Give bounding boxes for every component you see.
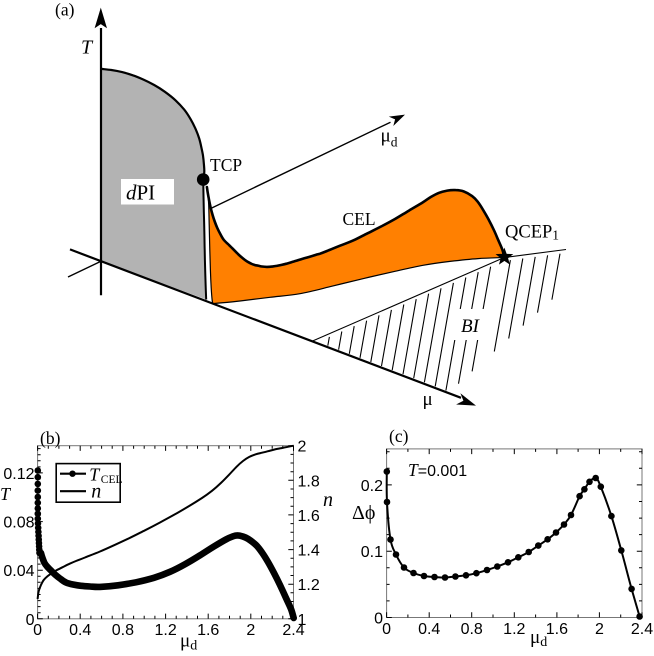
svg-text:QCEP1: QCEP1 [505, 223, 559, 243]
svg-text:1.6: 1.6 [197, 622, 219, 639]
svg-text:T=0.001: T=0.001 [408, 460, 467, 480]
svg-text:0: 0 [374, 611, 383, 628]
svg-text:TCP: TCP [210, 155, 242, 175]
svg-text:1.6: 1.6 [546, 621, 568, 638]
svg-text:0: 0 [26, 612, 35, 629]
svg-text:1.2: 1.2 [503, 621, 525, 638]
svg-text:1.6: 1.6 [298, 508, 320, 525]
svg-text:1.2: 1.2 [154, 622, 176, 639]
svg-text:CEL: CEL [101, 474, 123, 486]
svg-text:1.8: 1.8 [298, 473, 320, 490]
svg-text:2.4: 2.4 [282, 622, 304, 639]
svg-text:T: T [0, 484, 12, 504]
svg-text:2.4: 2.4 [631, 621, 653, 638]
svg-text:T: T [81, 37, 94, 59]
svg-text:0.8: 0.8 [461, 621, 483, 638]
svg-text:0.4: 0.4 [418, 621, 440, 638]
svg-text:0.4: 0.4 [69, 622, 91, 639]
svg-text:Δϕ: Δϕ [352, 502, 375, 524]
svg-text:T: T [89, 465, 101, 485]
svg-text:CEL: CEL [343, 209, 376, 229]
svg-text:2: 2 [246, 622, 255, 639]
svg-text:0.2: 0.2 [361, 478, 383, 495]
svg-text:0: 0 [33, 622, 42, 639]
svg-text:0.1: 0.1 [361, 544, 383, 561]
svg-text:0: 0 [382, 621, 391, 638]
svg-text:μ: μ [423, 389, 433, 410]
svg-text:n: n [323, 489, 333, 511]
svg-text:2: 2 [298, 439, 307, 456]
svg-text:0.08: 0.08 [3, 515, 34, 532]
svg-text:0.04: 0.04 [3, 563, 34, 580]
svg-text:dPI: dPI [126, 181, 155, 205]
svg-text:1: 1 [298, 612, 307, 629]
svg-text:(a): (a) [55, 0, 75, 20]
svg-text:0.8: 0.8 [112, 622, 134, 639]
svg-text:1.4: 1.4 [298, 543, 320, 560]
svg-text:BI: BI [461, 316, 481, 337]
svg-text:0.12: 0.12 [3, 466, 34, 483]
svg-text:n: n [91, 481, 101, 503]
svg-text:(b): (b) [40, 428, 61, 448]
svg-text:(c): (c) [389, 426, 409, 446]
svg-text:1.2: 1.2 [298, 577, 320, 594]
svg-text:2: 2 [595, 621, 604, 638]
